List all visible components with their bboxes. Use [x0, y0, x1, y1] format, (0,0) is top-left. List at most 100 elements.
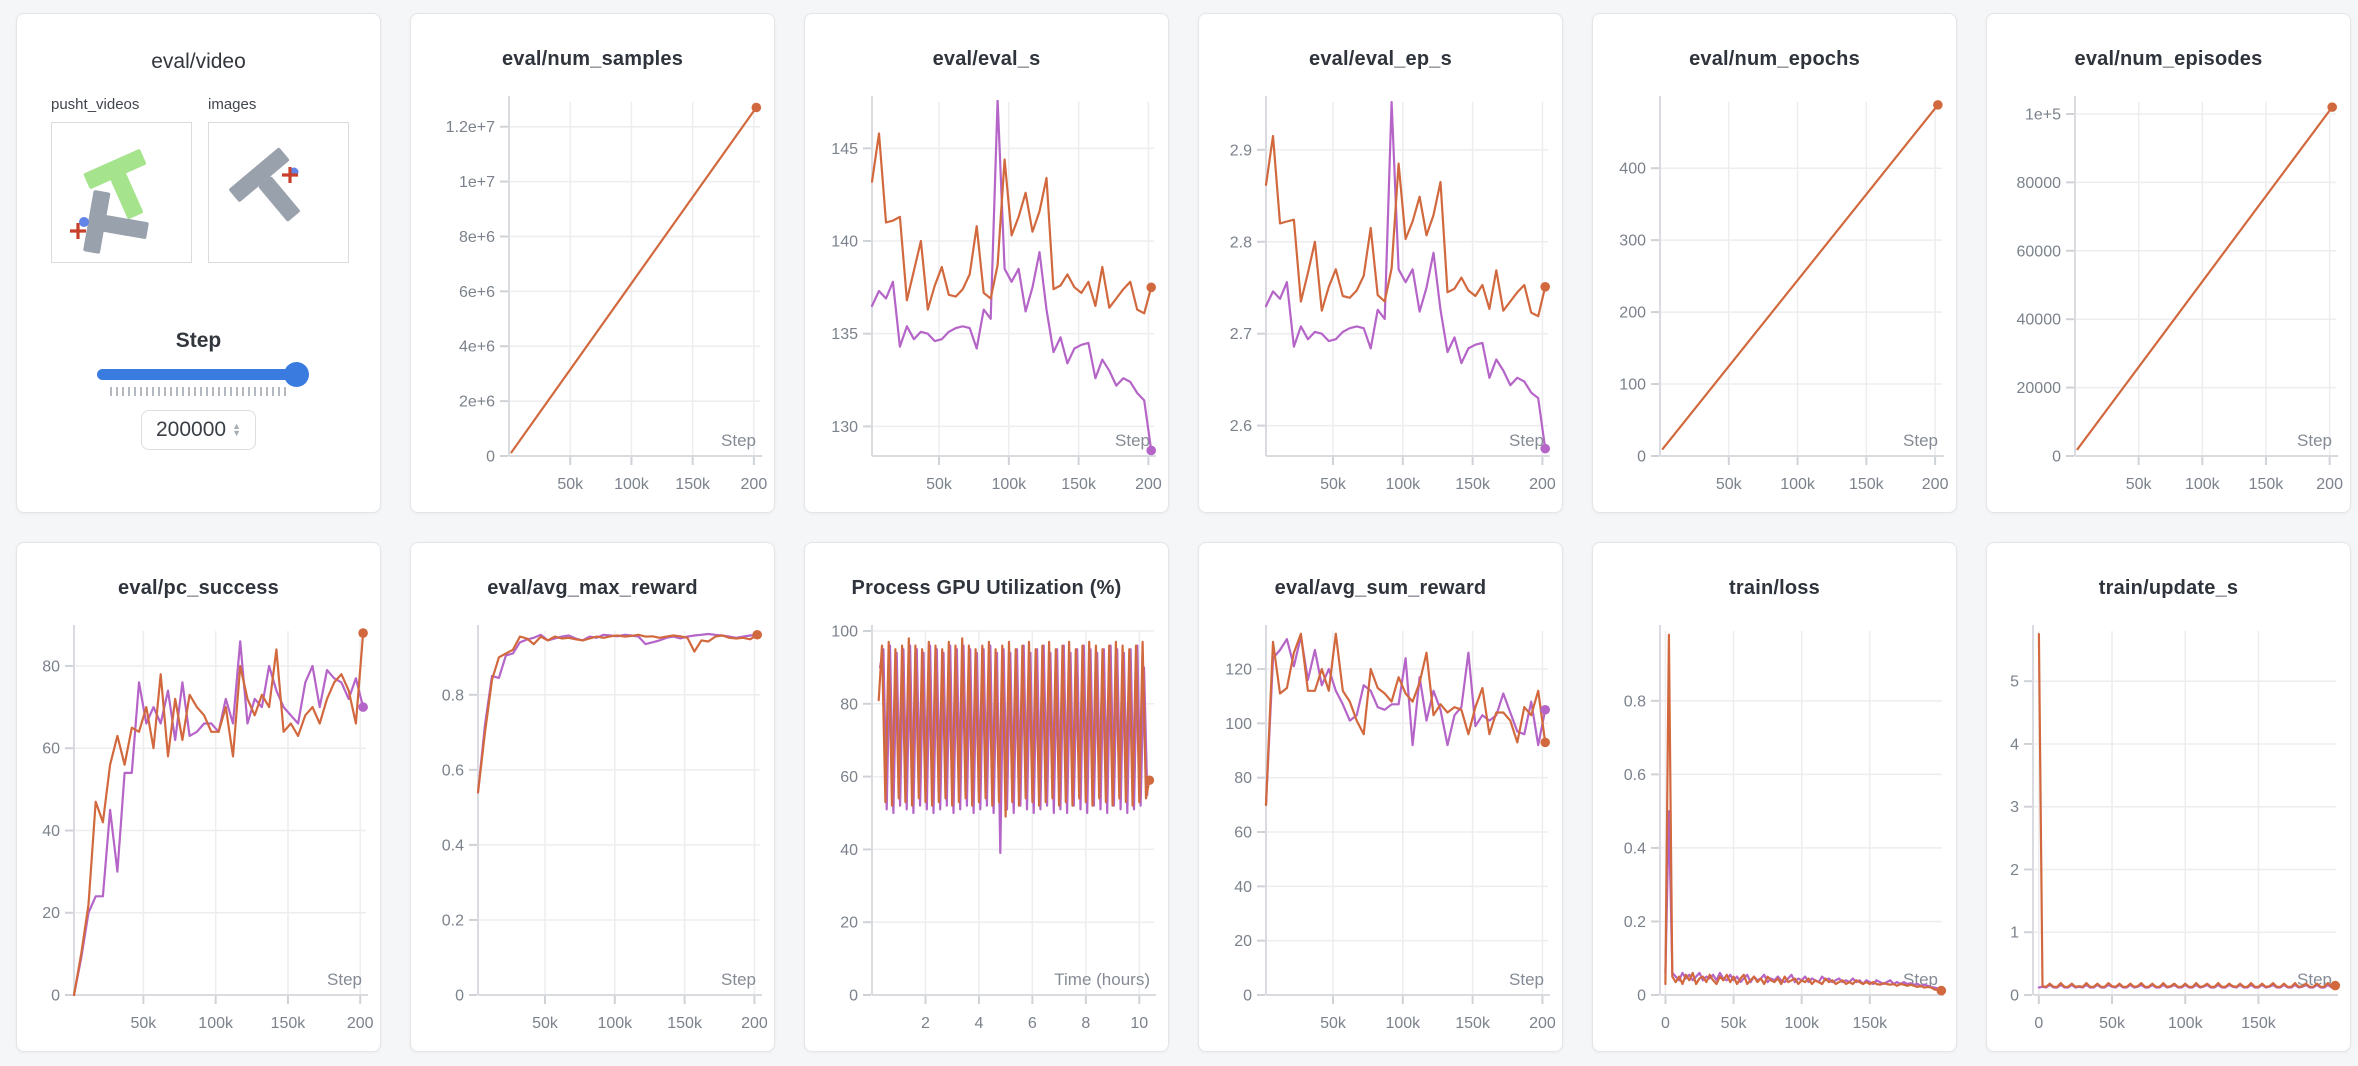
x-tick-label: 150k	[667, 1015, 703, 1032]
x-tick-label: 100k	[614, 476, 650, 493]
series-line-orange	[2037, 633, 2337, 988]
y-tick-label: 0	[486, 449, 495, 466]
series-line-orange	[1664, 633, 1943, 992]
y-tick-label: 40	[42, 823, 60, 840]
chart-plot[interactable]: 0 100 200 300 400 50k 100k 150k 200 Step	[1593, 88, 1956, 512]
chart-plot[interactable]: 0 20 40 60 80 50k 100k 150k 200 Step	[17, 617, 380, 1051]
y-tick-label: 2.8	[1230, 234, 1252, 251]
panel-train-loss: train/loss 0 0.2 0.4 0.6 0.8 0 50k 100k 150k Step	[1592, 542, 1957, 1052]
series-line-purple	[1264, 635, 1547, 806]
x-tick-label: 200	[2316, 476, 2343, 493]
y-tick-label: 0	[2052, 449, 2061, 466]
chart-plot[interactable]: 0 20 40 60 80 100 2 4 6 8 10 Time (hours)	[805, 617, 1168, 1051]
y-tick-label: 100	[1225, 716, 1252, 733]
stepper-arrows-icon[interactable]: ▲ ▼	[232, 421, 241, 438]
y-tick-label: 0	[51, 988, 60, 1005]
series-group	[877, 637, 1151, 855]
series-line-purple	[870, 100, 1153, 452]
chart-plot[interactable]: 0 2e+6 4e+6 6e+6 8e+6 1e+7 1.2e+7 50k 100k 150k 20…	[411, 88, 774, 512]
y-tick-label: 2.7	[1230, 326, 1252, 343]
x-axis-label: Step	[1509, 970, 1544, 989]
x-tick-label: 100k	[198, 1015, 234, 1032]
series-line-purple	[1264, 100, 1547, 450]
x-tick-label: 150k	[1455, 476, 1491, 493]
x-tick-label: 200	[741, 476, 768, 493]
slider-handle[interactable]	[284, 362, 309, 387]
x-tick-label: 50k	[557, 476, 584, 493]
y-tick-label: 0.2	[1624, 914, 1646, 931]
x-tick-label: 150k	[271, 1015, 307, 1032]
y-tick-label: 0.6	[1624, 767, 1646, 784]
media-row: pusht_videos	[17, 74, 380, 263]
series-end-dot	[1936, 985, 1947, 996]
chart-plot[interactable]: 0 0.2 0.4 0.6 0.8 50k 100k 150k 200 Step	[411, 617, 774, 1051]
series-end-dot	[751, 102, 762, 113]
chart-plot[interactable]: 0 20000 40000 60000 80000 1e+5 50k 100k 150k 200 S…	[1987, 88, 2350, 512]
y-tick-label: 1.2e+7	[446, 119, 495, 136]
x-axis-label: Step	[721, 970, 756, 989]
chart-plot[interactable]: 130 135 140 145 50k 100k 150k 200 Step	[805, 88, 1168, 512]
series-end-dot	[358, 702, 368, 712]
chart-plot[interactable]: 2.6 2.7 2.8 2.9 50k 100k 150k 200 Step	[1199, 88, 1562, 512]
x-tick-label: 2	[921, 1015, 930, 1032]
chart-title: eval/num_samples	[501, 48, 684, 70]
series-line-orange	[1661, 103, 1939, 450]
media-label: images	[208, 96, 257, 113]
y-tick-label: 400	[1619, 161, 1646, 178]
panel-eval-avg-max-reward: eval/avg_max_reward 0 0.2 0.4 0.6 0.8 50k 100k 1…	[410, 542, 775, 1052]
media-item-pusht-videos: pusht_videos	[51, 96, 192, 263]
x-tick-label: 100k	[1784, 1015, 1820, 1032]
pusht-video-thumbnail[interactable]	[51, 122, 192, 263]
x-tick-label: 50k	[926, 476, 953, 493]
series-line-orange	[72, 632, 365, 997]
y-tick-label: 0.6	[442, 762, 464, 779]
panel-eval-pc-success: eval/pc_success 0 20 40 60 80 50k 100k 150k 200 St…	[16, 542, 381, 1052]
step-slider[interactable]	[97, 362, 309, 387]
x-tick-label: 100k	[1385, 476, 1421, 493]
step-input[interactable]: 200000 ▲ ▼	[141, 410, 256, 450]
x-tick-label: 100k	[2185, 476, 2221, 493]
chart-title: train/update_s	[2098, 577, 2239, 599]
series-end-dot	[1144, 775, 1155, 786]
x-tick-label: 200	[1529, 476, 1556, 493]
x-tick-label: 0	[2034, 1015, 2043, 1032]
series-group	[510, 106, 758, 454]
y-tick-label: 20	[42, 905, 60, 922]
series-end-dot	[1933, 100, 1943, 110]
images-thumbnail[interactable]	[208, 122, 349, 263]
series-end-dot	[2327, 102, 2337, 112]
y-tick-label: 200	[1619, 305, 1646, 322]
series-group	[72, 632, 365, 997]
panel-eval-num-epochs: eval/num_epochs 0 100 200 300 400 50k 100k 150k 2…	[1592, 13, 1957, 513]
series-group	[1661, 103, 1939, 450]
y-tick-label: 20000	[2017, 380, 2062, 397]
chart-plot[interactable]: 0 20 40 60 80 100 120 50k 100k 150k 200 Step	[1199, 617, 1562, 1051]
y-tick-label: 5	[2010, 674, 2019, 691]
y-tick-label: 140	[831, 234, 858, 251]
series-line-orange	[1264, 134, 1547, 318]
x-tick-label: 50k	[532, 1015, 559, 1032]
chart-title: train/loss	[1729, 577, 1820, 599]
y-tick-label: 80000	[2017, 175, 2062, 192]
step-input-value[interactable]: 200000	[156, 418, 227, 441]
x-tick-label: 150k	[2241, 1015, 2277, 1032]
series-line-purple	[72, 640, 365, 997]
panel-eval-eval-ep-s: eval/eval_ep_s 2.6 2.7 2.8 2.9 50k 100k 150k 200…	[1198, 13, 1563, 513]
y-tick-label: 20	[1234, 933, 1252, 950]
y-tick-label: 120	[1225, 662, 1252, 679]
series-end-dot	[358, 628, 368, 638]
media-item-images: images	[208, 96, 349, 263]
series-line-orange	[2076, 106, 2334, 451]
y-tick-label: 4	[2010, 736, 2019, 753]
chart-title: eval/eval_ep_s	[1309, 48, 1452, 70]
x-tick-label: 100k	[1780, 476, 1816, 493]
panel-train-update-s: train/update_s 0 1 2 3 4 5 0 50k 100k 150k Step	[1986, 542, 2351, 1052]
x-tick-label: 100k	[1385, 1015, 1421, 1032]
x-tick-label: 200	[741, 1015, 768, 1032]
series-end-dot	[1146, 282, 1157, 293]
series-end-dot	[752, 629, 763, 640]
slider-track[interactable]	[97, 369, 300, 380]
y-tick-label: 0	[455, 988, 464, 1005]
